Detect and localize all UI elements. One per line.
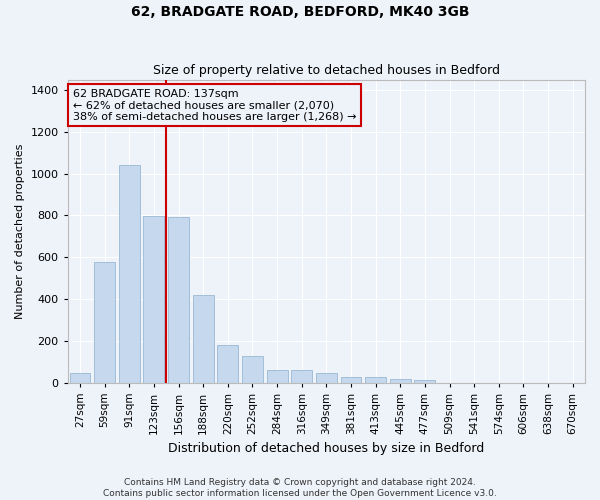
Bar: [94, 262, 115, 382]
Bar: [143, 216, 164, 382]
Bar: [217, 346, 238, 383]
Text: 62 BRADGATE ROAD: 137sqm
← 62% of detached houses are smaller (2,070)
38% of sem: 62 BRADGATE ROAD: 137sqm ← 62% of detach…: [73, 88, 356, 122]
Bar: [415, 380, 436, 382]
Bar: [390, 379, 411, 382]
Bar: [168, 218, 189, 382]
Y-axis label: Number of detached properties: Number of detached properties: [15, 144, 25, 318]
Bar: [365, 377, 386, 382]
Bar: [341, 376, 361, 382]
Bar: [266, 370, 287, 382]
Text: Contains HM Land Registry data © Crown copyright and database right 2024.
Contai: Contains HM Land Registry data © Crown c…: [103, 478, 497, 498]
Bar: [119, 165, 140, 382]
Bar: [193, 295, 214, 382]
Title: Size of property relative to detached houses in Bedford: Size of property relative to detached ho…: [153, 64, 500, 77]
X-axis label: Distribution of detached houses by size in Bedford: Distribution of detached houses by size …: [168, 442, 484, 455]
Bar: [291, 370, 312, 382]
Text: 62, BRADGATE ROAD, BEDFORD, MK40 3GB: 62, BRADGATE ROAD, BEDFORD, MK40 3GB: [131, 5, 469, 19]
Bar: [70, 372, 91, 382]
Bar: [316, 372, 337, 382]
Bar: [242, 356, 263, 382]
